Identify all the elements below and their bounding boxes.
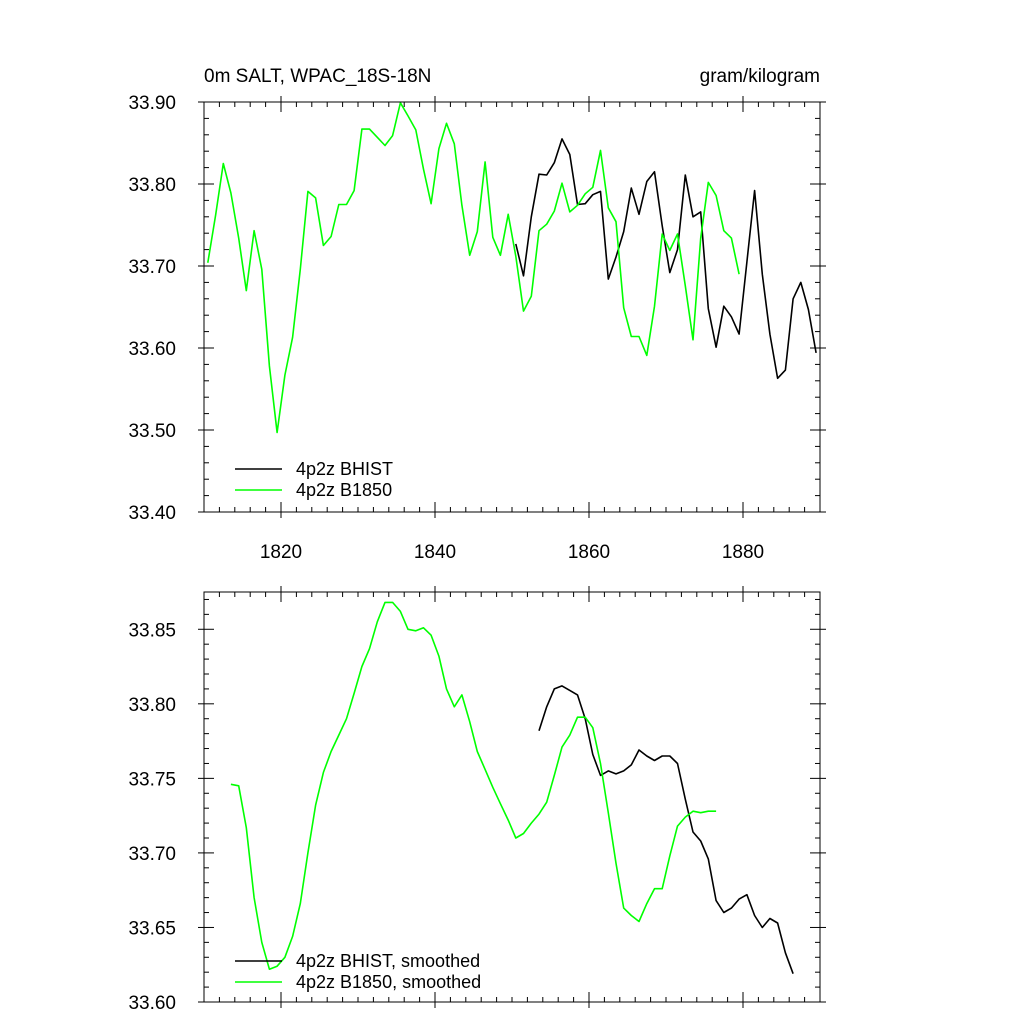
legend-entry: 4p2z BHIST, smoothed <box>235 951 480 971</box>
y-tick-label: 33.85 <box>128 620 176 641</box>
bottom-chart-panel: 33.60 33.65 33.70 33.75 33.80 33.85 4p2z BHIS… <box>128 586 826 1014</box>
y-tick-label: 33.65 <box>128 918 176 939</box>
axis-ticks <box>198 586 826 1008</box>
series-line <box>515 138 817 380</box>
y-tick-label: 33.75 <box>128 769 176 790</box>
units-label: gram/kilogram <box>700 66 820 87</box>
x-tick-label: 1860 <box>568 542 610 563</box>
y-tick-label: 33.70 <box>128 257 176 278</box>
y-tick-label: 33.70 <box>128 844 176 865</box>
legend-label: 4p2z BHIST <box>296 459 393 479</box>
series-line <box>230 601 717 971</box>
y-tick-label: 33.80 <box>128 695 176 716</box>
legend: 4p2z BHIST, smoothed 4p2z B1850, smoothe… <box>235 951 481 992</box>
y-tick-label: 33.80 <box>128 175 176 196</box>
data-series <box>207 102 817 434</box>
y-tick-label: 33.60 <box>128 993 176 1014</box>
y-tick-label: 33.50 <box>128 421 176 442</box>
legend-entry: 4p2z BHIST <box>235 459 393 479</box>
axis-ticks <box>198 96 826 518</box>
x-tick-label: 1840 <box>414 542 456 563</box>
top-chart-panel: 0m SALT, WPAC_18S-18N gram/kilogram 33.4… <box>128 66 826 563</box>
legend-entry: 4p2z B1850 <box>235 480 392 500</box>
plot-frame <box>203 101 821 513</box>
y-tick-label: 33.60 <box>128 339 176 360</box>
y-axis-tick-labels: 33.40 33.50 33.60 33.70 33.80 33.90 <box>128 93 176 524</box>
data-series <box>230 601 794 974</box>
chart-title: 0m SALT, WPAC_18S-18N <box>204 66 431 87</box>
x-tick-label: 1820 <box>260 542 302 563</box>
x-axis-tick-labels: 1820 1840 1860 1880 <box>260 542 764 563</box>
series-line <box>538 685 794 974</box>
x-tick-label: 1880 <box>722 542 764 563</box>
legend-label: 4p2z B1850 <box>296 480 392 500</box>
y-axis-tick-labels: 33.60 33.65 33.70 33.75 33.80 33.85 <box>128 620 176 1014</box>
legend: 4p2z BHIST 4p2z B1850 <box>235 459 393 500</box>
legend-label: 4p2z B1850, smoothed <box>296 972 481 992</box>
legend-label: 4p2z BHIST, smoothed <box>296 951 480 971</box>
plot-frame <box>203 591 821 1003</box>
legend-entry: 4p2z B1850, smoothed <box>235 972 481 992</box>
y-tick-label: 33.90 <box>128 93 176 114</box>
series-line <box>207 102 740 434</box>
y-tick-label: 33.40 <box>128 503 176 524</box>
